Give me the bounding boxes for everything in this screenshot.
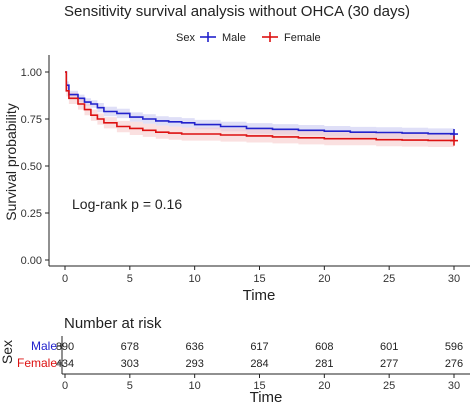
y-axis-label: Survival probability — [3, 103, 19, 221]
risk-table-row-labels: Male Female — [17, 339, 62, 370]
x-tick-label: 30 — [448, 273, 460, 285]
risk-cell-male: 608 — [315, 341, 333, 353]
risk-table-title: Number at risk — [64, 315, 162, 332]
risk-cell-male: 596 — [445, 341, 463, 353]
x-axis-ticks: 0 5 10 15 20 25 30 — [62, 266, 460, 285]
risk-table-cells: 890 678 636 617 608 601 596 434 303 293 284 281 277 2… — [56, 341, 463, 370]
x-tick-label: 20 — [318, 273, 330, 285]
confidence-bands — [65, 72, 454, 148]
risk-cell-male: 617 — [250, 341, 268, 353]
y-tick-label: 0.00 — [21, 255, 42, 267]
risk-x-tick-label: 20 — [318, 380, 330, 392]
risk-x-tick-label: 25 — [383, 380, 395, 392]
risk-x-axis-label: Time — [250, 389, 283, 405]
risk-row-label-female: Female — [17, 356, 57, 370]
survival-curve-female — [65, 71, 455, 142]
legend: Sex Male Female — [176, 32, 321, 44]
survival-plot: 0 5 10 15 20 25 30 0.00 0.25 0.50 0.75 1.00 Time S… — [3, 55, 470, 304]
survival-curve-male — [65, 71, 455, 135]
risk-x-tick-label: 0 — [62, 380, 68, 392]
risk-cell-male: 601 — [380, 341, 398, 353]
x-tick-label: 5 — [127, 273, 133, 285]
risk-x-tick-label: 10 — [189, 380, 201, 392]
y-tick-label: 1.00 — [21, 67, 42, 79]
risk-x-tick-label: 5 — [127, 380, 133, 392]
risk-cell-female: 276 — [445, 358, 463, 370]
x-axis-label: Time — [243, 287, 276, 304]
x-tick-label: 0 — [62, 273, 68, 285]
y-tick-label: 0.25 — [21, 208, 42, 220]
risk-y-axis-label: Sex — [0, 340, 15, 364]
x-tick-label: 15 — [253, 273, 265, 285]
risk-cell-male: 636 — [185, 341, 203, 353]
confidence-band-female — [65, 72, 454, 148]
x-tick-label: 25 — [383, 273, 395, 285]
risk-cell-female: 277 — [380, 358, 398, 370]
legend-entry-female: Female — [284, 32, 321, 44]
censor-marks — [450, 129, 458, 146]
log-rank-annotation: Log-rank p = 0.16 — [72, 196, 182, 212]
x-tick-label: 10 — [189, 273, 201, 285]
risk-table: Number at risk 890 678 636 617 608 601 596 434 3… — [0, 315, 470, 405]
risk-cell-female: 303 — [121, 358, 139, 370]
risk-x-tick-label: 15 — [253, 380, 265, 392]
chart-title: Sensitivity survival analysis without OH… — [64, 3, 410, 20]
legend-entry-male: Male — [222, 32, 246, 44]
y-tick-label: 0.50 — [21, 161, 42, 173]
y-axis-ticks: 0.00 0.25 0.50 0.75 1.00 — [21, 67, 49, 267]
confidence-band-male — [65, 72, 454, 140]
legend-title: Sex — [176, 32, 195, 44]
risk-row-label-male: Male — [31, 339, 57, 353]
risk-x-tick-label: 30 — [448, 380, 460, 392]
y-tick-label: 0.75 — [21, 114, 42, 126]
risk-cell-female: 434 — [56, 358, 74, 370]
risk-cell-female: 293 — [185, 358, 203, 370]
risk-cell-female: 281 — [315, 358, 333, 370]
risk-cell-male: 678 — [121, 341, 139, 353]
risk-cell-female: 284 — [250, 358, 268, 370]
risk-x-axis-ticks: 0 5 10 15 20 25 30 — [62, 374, 460, 392]
risk-cell-male: 890 — [56, 341, 74, 353]
survival-curves — [65, 71, 455, 142]
